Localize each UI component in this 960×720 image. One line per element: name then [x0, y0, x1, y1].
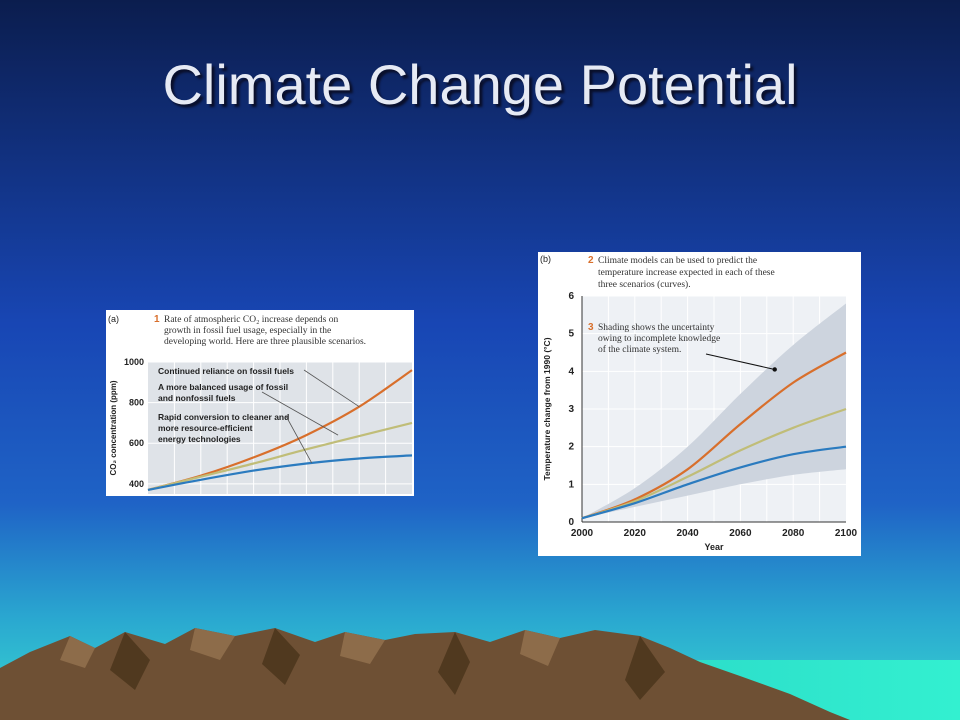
series-line-2	[147, 421, 413, 491]
panel-label: (b)	[540, 254, 551, 264]
series-line-3	[581, 445, 847, 520]
note-text: developing world. Here are three plausib…	[164, 337, 366, 347]
y-axis-label: CO₂ concentration (ppm)	[109, 380, 118, 475]
y-tick-label: 1000	[124, 357, 144, 367]
series-label: A more balanced usage of fossil	[158, 382, 288, 392]
y-tick-label: 1	[568, 479, 574, 490]
slide-title: Climate Change Potential	[162, 53, 798, 116]
note-number: 1	[154, 314, 160, 325]
x-tick-label: 2000	[571, 528, 594, 539]
x-tick-label: 2080	[782, 528, 805, 539]
series-label: more resource-efficient	[158, 423, 253, 433]
panel-label: (a)	[108, 314, 119, 324]
uncertainty-band	[582, 303, 846, 519]
label-leader-line	[303, 369, 360, 408]
note2-number: 3	[588, 322, 594, 333]
label-leader-line	[285, 415, 313, 464]
series-line-3	[147, 454, 413, 491]
series-line-2	[581, 407, 847, 520]
y-axis-label: Temperature change from 1990 (°C)	[542, 337, 552, 480]
x-tick-label: 2100	[835, 528, 858, 539]
annotation-pointer-line	[705, 353, 775, 370]
x-tick-label: 2020	[624, 528, 647, 539]
x-tick-label: 2060	[729, 528, 752, 539]
note2-text: owing to incomplete knowledge	[598, 334, 720, 344]
note-text: temperature increase expected in each of…	[598, 267, 775, 278]
co2-chart-panel: 1000 800 600 400 CO₂ concentration (ppm) (a) 1…	[106, 310, 414, 496]
annotation-pointer-dot	[772, 367, 777, 372]
note-text: three scenarios (curves).	[598, 279, 691, 290]
note2-text: of the climate system.	[598, 344, 681, 355]
series-label: energy technologies	[158, 434, 241, 444]
y-tick-label: 6	[568, 291, 574, 302]
x-tick-label: 2040	[676, 528, 699, 539]
y-tick-label: 0	[568, 517, 574, 528]
y-tick-label: 5	[568, 329, 574, 340]
note-number: 2	[588, 255, 594, 266]
x-axis-label: Year	[704, 542, 724, 552]
note-text: Climate models can be used to predict th…	[598, 256, 757, 266]
y-tick-label: 400	[129, 479, 144, 489]
series-label: Continued reliance on fossil fuels	[158, 366, 294, 376]
note-text: growth in fossil fuel usage, especially …	[164, 325, 331, 336]
y-tick-label: 3	[568, 404, 574, 415]
temperature-chart-panel: 2000 2020 2040 2060 2080 2100 0 1 2 3 4 5 6 Year Tempe…	[538, 252, 861, 556]
note2-text: Shading shows the uncertainty	[598, 323, 715, 333]
y-tick-label: 4	[568, 366, 574, 377]
y-tick-label: 600	[129, 438, 144, 448]
y-tick-label: 2	[568, 442, 574, 453]
note-text: Rate of atmospheric CO₂ increase depends…	[164, 314, 339, 325]
series-label: Rapid conversion to cleaner and	[158, 412, 289, 422]
series-label: and nonfossil fuels	[158, 393, 236, 403]
y-tick-label: 800	[129, 398, 144, 408]
label-leader-line	[261, 391, 339, 436]
series-line-1	[581, 351, 847, 520]
